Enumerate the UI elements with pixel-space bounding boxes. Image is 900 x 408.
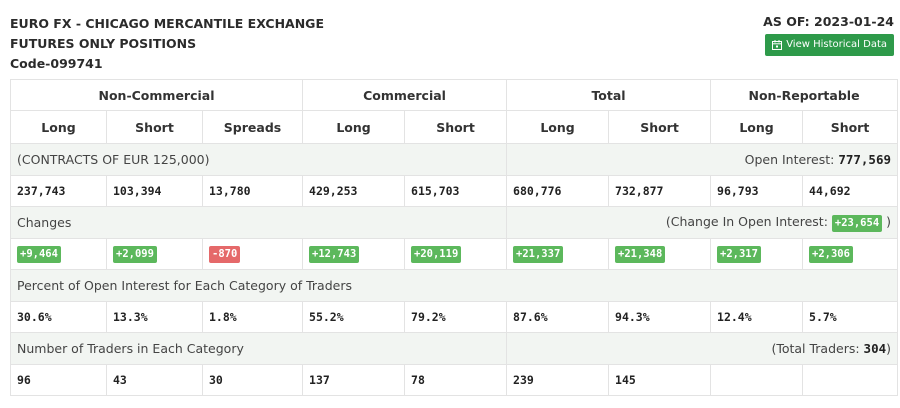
total-traders: (Total Traders: 304) [506, 332, 899, 365]
cot-positions-table: Non-Commercial Commercial Total Non-Repo… [9, 79, 899, 396]
changes-values-row: +9,464 +2,099 -870 +12,743 +20,119 +21,3… [10, 238, 899, 270]
changes-section-row: Changes (Change In Open Interest: +23,65… [9, 206, 899, 239]
column-header-row: Long Short Spreads Long Short Long Short… [10, 110, 899, 144]
table-cell: 237,743 [10, 175, 107, 207]
change-badge: -870 [209, 246, 241, 263]
table-cell: 96,793 [710, 175, 804, 207]
table-cell: 55.2% [302, 301, 406, 333]
change-badge: +21,348 [615, 246, 666, 263]
table-cell: 43 [106, 364, 203, 396]
table-cell: 5.7% [802, 301, 899, 333]
view-historical-data-label: View Historical Data [786, 39, 887, 50]
table-cell: -870 [201, 238, 304, 270]
change-badge: +2,317 [717, 246, 761, 263]
percent-values-row: 30.6% 13.3% 1.8% 55.2% 79.2% 87.6% 94.3%… [10, 301, 899, 333]
table-cell: +21,337 [506, 238, 610, 270]
table-cell: 13.3% [106, 301, 203, 333]
col-total-short: Short [608, 110, 712, 144]
table-cell: 78 [404, 364, 508, 396]
change-oi-badge: +23,654 [831, 214, 883, 232]
change-badge: +2,099 [113, 246, 157, 263]
open-interest-value: 777,569 [838, 152, 892, 167]
table-cell [710, 364, 804, 396]
table-cell: +2,317 [710, 238, 804, 270]
table-cell: 429,253 [302, 175, 406, 207]
group-non-commercial: Non-Commercial [9, 79, 304, 111]
col-comm-long: Long [302, 110, 406, 144]
table-cell: 44,692 [802, 175, 899, 207]
percent-label: Percent of Open Interest for Each Catego… [9, 269, 899, 302]
table-cell: 79.2% [404, 301, 508, 333]
change-open-interest: (Change In Open Interest: +23,654 ) [506, 206, 899, 239]
total-traders-value: 304 [863, 341, 887, 356]
calendar-icon [772, 40, 783, 50]
group-non-reportable: Non-Reportable [710, 79, 899, 111]
table-cell: +2,306 [802, 238, 899, 270]
col-noncomm-spreads: Spreads [201, 110, 304, 144]
col-nonrep-long: Long [710, 110, 804, 144]
change-oi-close: ) [882, 213, 892, 229]
traders-label: Number of Traders in Each Category [9, 332, 508, 365]
as-of-date: AS OF: 2023-01-24 [763, 14, 894, 29]
total-traders-label: (Total Traders: [771, 341, 864, 356]
changes-label: Changes [9, 206, 508, 239]
table-cell: 137 [302, 364, 406, 396]
report-code: Code-099741 [10, 56, 103, 71]
contracts-values-row: 237,743 103,394 13,780 429,253 615,703 6… [10, 175, 899, 207]
group-commercial: Commercial [302, 79, 508, 111]
contracts-label: (CONTRACTS OF EUR 125,000) [9, 143, 508, 176]
change-badge: +20,119 [411, 246, 462, 263]
table-cell: 145 [608, 364, 712, 396]
table-cell: 87.6% [506, 301, 610, 333]
change-badge: +21,337 [513, 246, 564, 263]
col-noncomm-long: Long [10, 110, 107, 144]
table-cell: 13,780 [201, 175, 304, 207]
table-cell: +20,119 [404, 238, 508, 270]
change-badge: +2,306 [809, 246, 853, 263]
table-cell: 680,776 [506, 175, 610, 207]
col-total-long: Long [506, 110, 610, 144]
table-cell: 96 [10, 364, 107, 396]
view-historical-data-button[interactable]: View Historical Data [765, 34, 894, 56]
table-cell: +21,348 [608, 238, 712, 270]
table-cell: 12.4% [710, 301, 804, 333]
table-cell: 94.3% [608, 301, 712, 333]
table-cell: 732,877 [608, 175, 712, 207]
total-traders-close: ) [886, 341, 892, 356]
table-cell: 30.6% [10, 301, 107, 333]
col-comm-short: Short [404, 110, 508, 144]
group-header-row: Non-Commercial Commercial Total Non-Repo… [9, 79, 899, 111]
percent-section-row: Percent of Open Interest for Each Catego… [9, 269, 899, 302]
table-cell: +9,464 [10, 238, 107, 270]
table-cell: +2,099 [106, 238, 203, 270]
report-title: EURO FX - CHICAGO MERCANTILE EXCHANGE [10, 16, 324, 31]
open-interest: Open Interest: 777,569 [506, 143, 899, 176]
group-total: Total [506, 79, 712, 111]
table-cell [802, 364, 899, 396]
table-cell: 30 [201, 364, 304, 396]
change-oi-label: (Change In Open Interest: [665, 213, 832, 229]
table-cell: 239 [506, 364, 610, 396]
report-header: EURO FX - CHICAGO MERCANTILE EXCHANGE FU… [10, 14, 324, 74]
open-interest-label: Open Interest: [744, 152, 839, 167]
col-noncomm-short: Short [106, 110, 203, 144]
contracts-section-row: (CONTRACTS OF EUR 125,000) Open Interest… [9, 143, 899, 176]
table-cell: 615,703 [404, 175, 508, 207]
change-badge: +12,743 [309, 246, 360, 263]
table-cell: +12,743 [302, 238, 406, 270]
col-nonrep-short: Short [802, 110, 899, 144]
traders-values-row: 96 43 30 137 78 239 145 [10, 364, 899, 396]
traders-section-row: Number of Traders in Each Category (Tota… [9, 332, 899, 365]
table-cell: 103,394 [106, 175, 203, 207]
table-cell: 1.8% [201, 301, 304, 333]
change-badge: +9,464 [17, 246, 61, 263]
report-subtitle: FUTURES ONLY POSITIONS [10, 36, 197, 51]
